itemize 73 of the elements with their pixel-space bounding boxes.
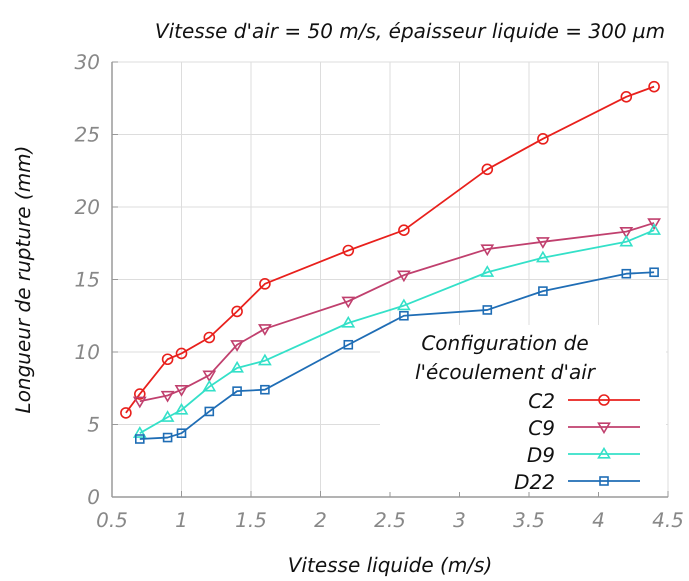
x-tick-label: 4.5 [652,508,684,532]
point [536,237,550,248]
point [620,91,632,103]
point [231,306,243,318]
y-tick-label: 15 [74,268,100,292]
legend-label: C9 [528,416,555,440]
point [260,384,270,394]
point [203,380,216,392]
point [622,268,632,278]
point [398,224,410,236]
point [204,332,216,344]
x-tick-label: 0.5 [96,508,128,532]
point [537,133,549,145]
x-tick-label: 3 [453,508,466,532]
point [481,266,494,277]
point [649,267,659,278]
y-tick-label: 10 [74,340,100,364]
point [648,80,660,92]
y-tick-label: 25 [74,122,100,146]
point [481,244,494,256]
point [204,406,214,416]
x-axis-title: Vitesse liquide (m/s) [288,553,492,577]
point [203,370,216,382]
point [176,428,186,438]
x-tick-label: 2.5 [374,508,406,532]
point [162,432,172,442]
legend-label: C2 [528,389,555,413]
x-tick-label: 4 [592,508,605,532]
y-tick-label: 0 [87,485,100,509]
point [342,296,355,308]
point [399,310,409,321]
y-tick-label: 20 [74,195,100,219]
chart-title: Vitesse d'air = 50 m/s, épaisseur liquide = 300 µm [154,19,666,43]
y-tick-label: 30 [74,50,100,74]
point [161,390,174,402]
point [176,348,188,360]
point [258,354,272,366]
point [648,218,660,230]
point [620,227,633,238]
legend-label: D9 [526,443,555,467]
point [344,340,354,350]
point [120,407,132,419]
point [134,396,146,408]
point [648,224,660,235]
point [162,353,174,366]
point [342,244,354,256]
point [398,270,410,282]
x-tick-label: 3.5 [513,508,545,532]
point [175,385,188,396]
y-axis-title: Longueur de rupture (mm) [11,146,35,414]
point [259,278,271,290]
point [342,316,355,328]
x-tick-label: 1 [175,508,188,532]
point [398,299,410,310]
y-tick-label: 5 [87,412,100,436]
x-tick-label: 2 [314,508,327,532]
point [482,305,492,315]
point [230,362,244,373]
point [482,164,494,176]
legend-label: D22 [514,470,555,494]
point [538,286,548,296]
point [175,404,188,415]
point [134,388,146,400]
point [135,434,145,444]
point [620,236,633,246]
point [536,251,550,262]
point [161,410,174,422]
x-tick-label: 1.5 [235,508,267,532]
legend-title: Configuration de l'écoulement d'air [414,331,597,384]
point [230,340,244,352]
point [232,386,242,396]
point [258,324,272,336]
point [134,426,146,438]
